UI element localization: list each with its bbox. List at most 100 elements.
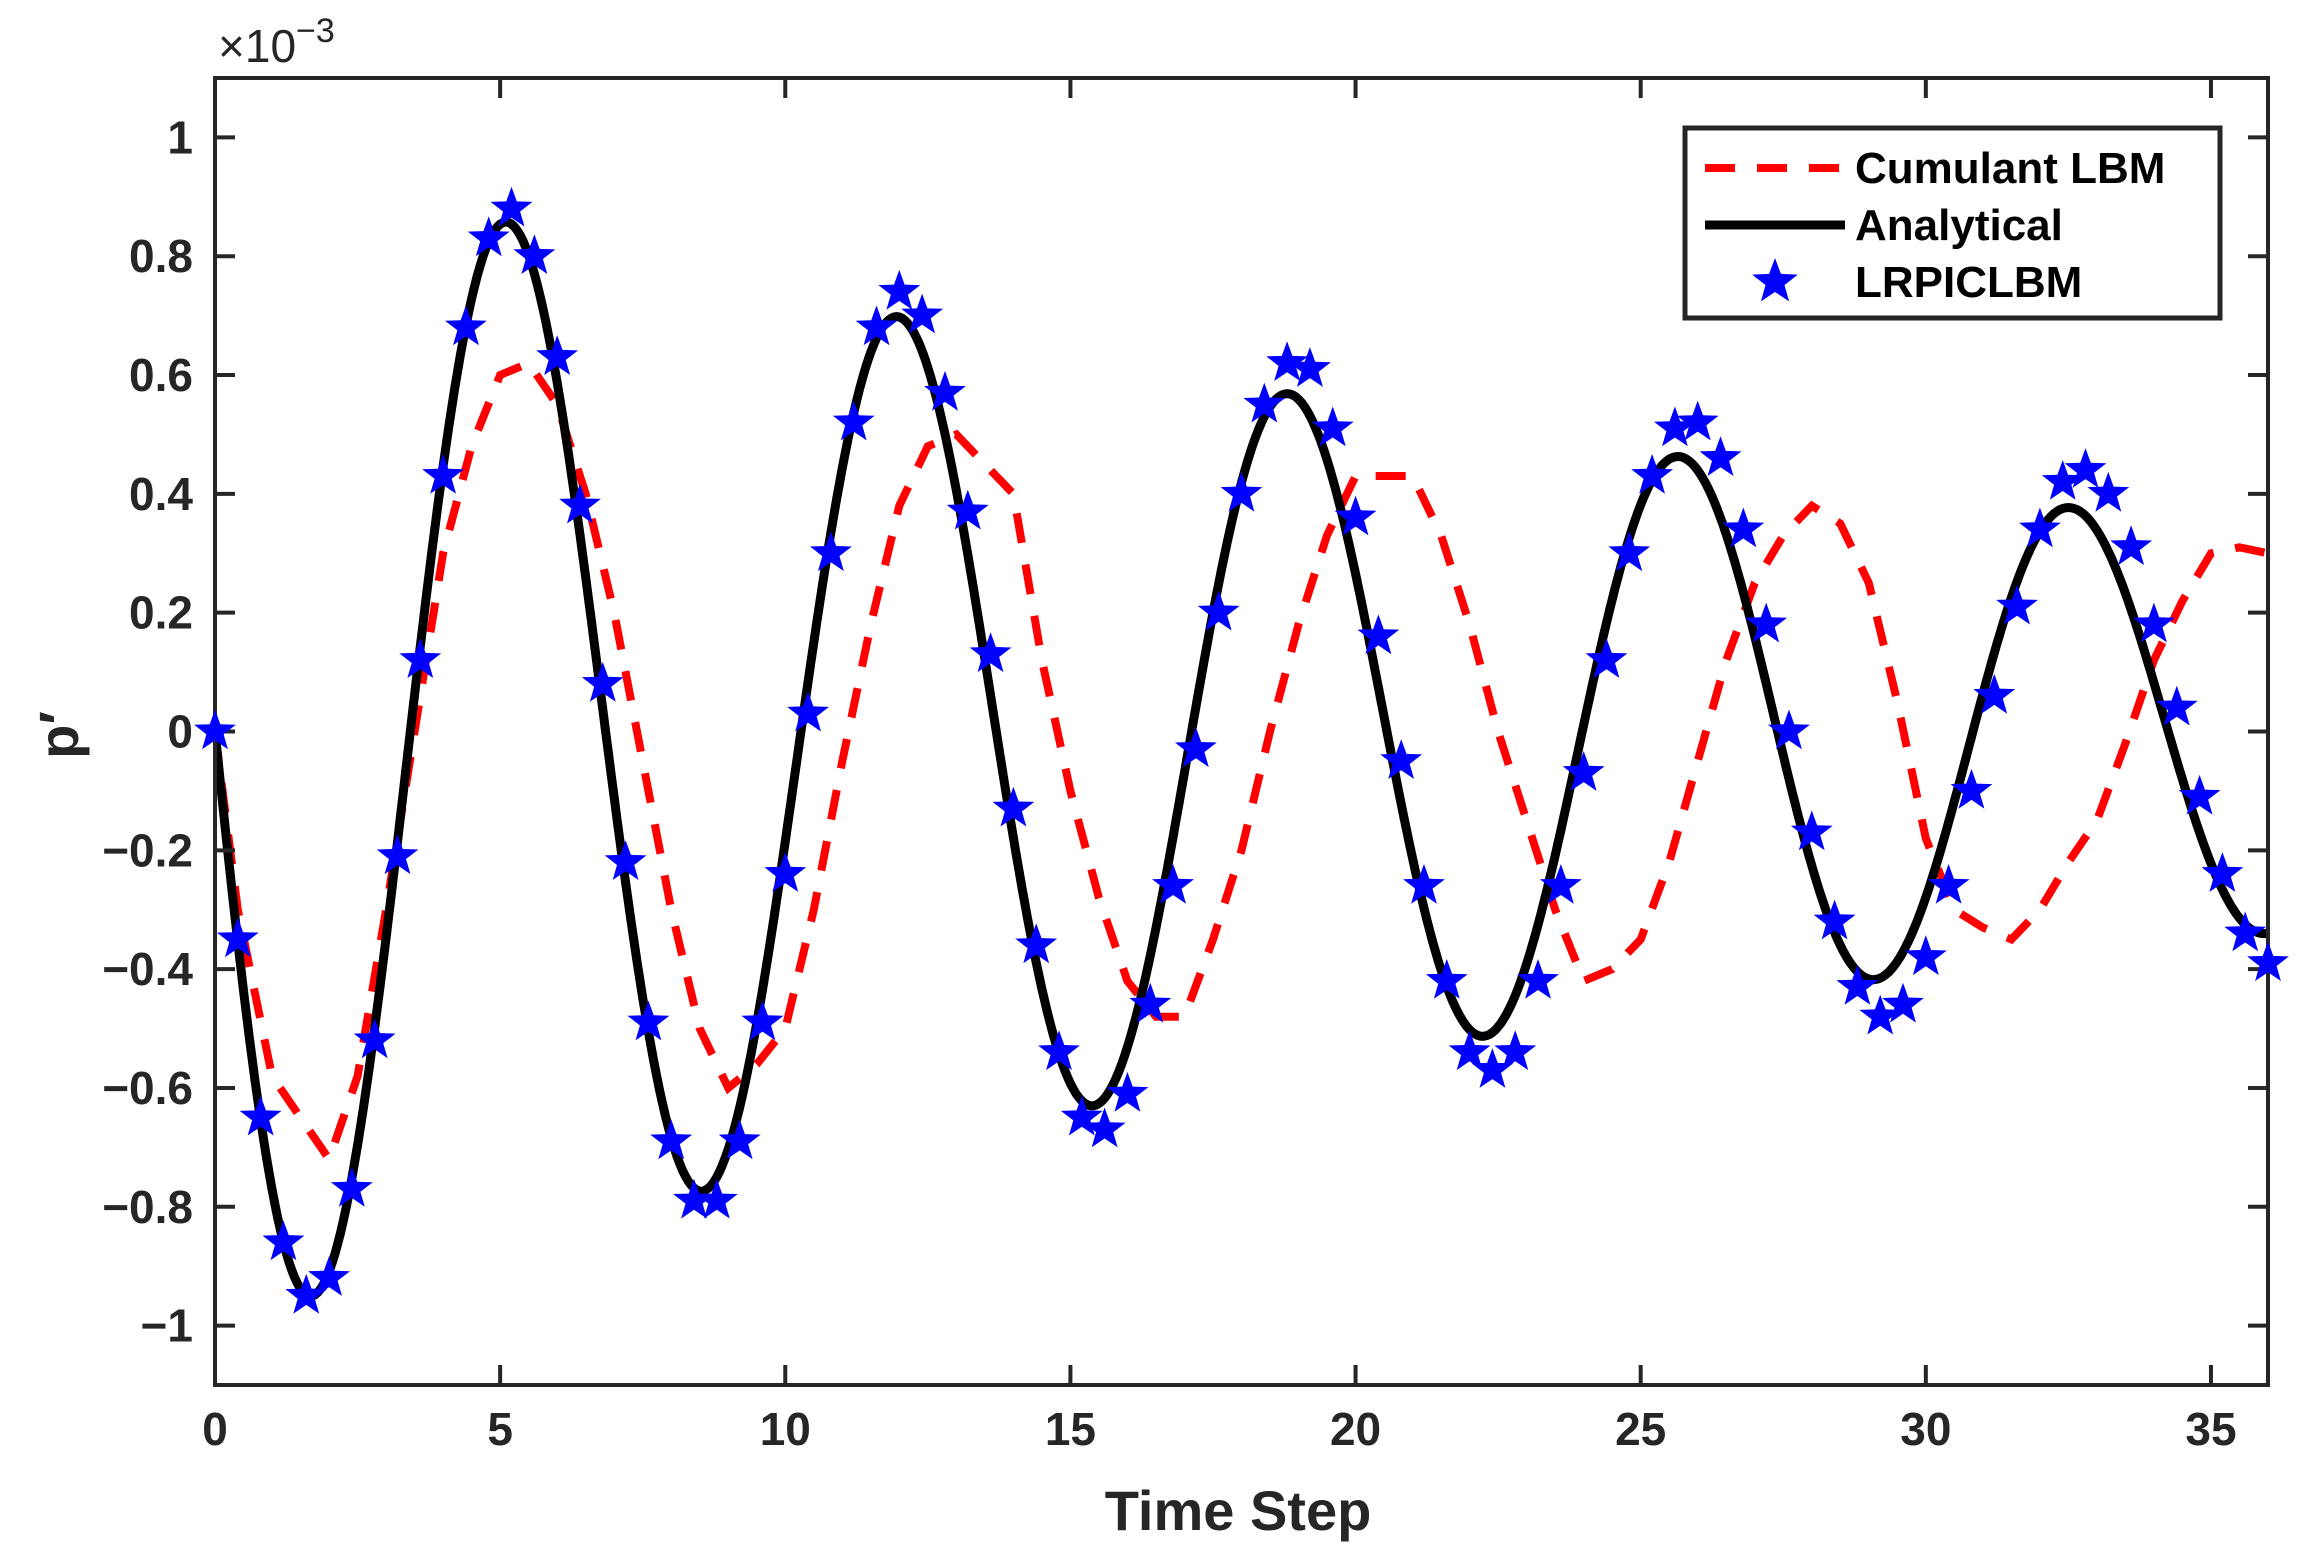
data-point-lrpiclbm xyxy=(262,1220,305,1261)
data-point-lrpiclbm xyxy=(1768,709,1810,750)
x-axis-title: Time Step xyxy=(1105,1479,1372,1542)
data-point-lrpiclbm xyxy=(1038,1030,1080,1071)
data-point-lrpiclbm xyxy=(2041,460,2084,500)
data-point-lrpiclbm xyxy=(1950,768,1993,809)
data-point-lrpiclbm xyxy=(627,1000,670,1041)
data-point-lrpiclbm xyxy=(2201,852,2244,892)
data-point-lrpiclbm xyxy=(673,1178,715,1219)
data-point-lrpiclbm xyxy=(1813,899,1856,940)
data-point-lrpiclbm xyxy=(1836,965,1879,1005)
data-point-lrpiclbm xyxy=(1243,382,1286,423)
data-point-lrpiclbm xyxy=(2064,448,2107,488)
data-point-lrpiclbm xyxy=(2133,602,2175,643)
data-point-lrpiclbm xyxy=(1585,638,1628,678)
x-tick-label: 30 xyxy=(1900,1403,1951,1455)
data-point-lrpiclbm xyxy=(2087,471,2130,512)
data-point-lrpiclbm xyxy=(832,400,875,441)
y-axis-exponent-base: ×10 xyxy=(218,20,296,72)
x-tick-label: 5 xyxy=(487,1403,513,1455)
data-point-lrpiclbm xyxy=(1882,982,1924,1023)
data-point-lrpiclbm xyxy=(2019,507,2061,548)
data-point-lrpiclbm xyxy=(2247,941,2289,981)
y-tick-label: 0 xyxy=(167,706,193,758)
data-point-lrpiclbm xyxy=(718,1119,761,1160)
data-point-lrpiclbm xyxy=(467,216,510,257)
y-axis-exponent-power: −3 xyxy=(296,12,335,50)
data-point-lrpiclbm xyxy=(194,709,236,750)
y-tick-label: 0.6 xyxy=(129,349,193,401)
data-point-lrpiclbm xyxy=(1654,406,1696,447)
y-tick-label: 0.2 xyxy=(129,587,193,639)
data-point-lrpiclbm xyxy=(216,917,259,958)
data-point-lrpiclbm xyxy=(1357,614,1400,655)
y-tick-label: 0.4 xyxy=(129,468,193,520)
data-point-lrpiclbm xyxy=(695,1178,738,1219)
data-point-lrpiclbm xyxy=(1380,739,1423,779)
data-point-lrpiclbm xyxy=(1220,471,1263,512)
data-point-lrpiclbm xyxy=(1790,810,1833,851)
data-point-lrpiclbm xyxy=(1266,341,1308,381)
data-point-lrpiclbm xyxy=(1083,1107,1126,1148)
data-point-lrpiclbm xyxy=(1904,935,1947,976)
data-point-lrpiclbm xyxy=(1494,1030,1537,1071)
data-point-lrpiclbm xyxy=(2110,525,2153,566)
data-point-lrpiclbm xyxy=(2155,685,2198,726)
data-point-lrpiclbm xyxy=(650,1119,693,1160)
data-point-lrpiclbm xyxy=(1471,1048,1514,1088)
data-point-lrpiclbm xyxy=(878,269,921,310)
data-point-lrpiclbm xyxy=(764,852,807,892)
y-axis-title: p′ xyxy=(27,711,90,759)
data-point-lrpiclbm xyxy=(901,293,944,334)
data-point-lrpiclbm xyxy=(1517,959,1559,999)
y-tick-label: 0.8 xyxy=(129,230,193,282)
data-point-lrpiclbm xyxy=(1562,751,1605,791)
data-point-lrpiclbm xyxy=(1060,1095,1103,1136)
legend-label: Analytical xyxy=(1855,201,2063,250)
data-point-lrpiclbm xyxy=(513,234,556,274)
data-point-lrpiclbm xyxy=(330,1167,373,1207)
data-point-lrpiclbm xyxy=(581,662,624,702)
data-point-lrpiclbm xyxy=(1996,584,2038,625)
data-point-lrpiclbm xyxy=(1539,864,1582,904)
data-point-lrpiclbm xyxy=(445,305,487,346)
y-axis-exponent: ×10−3 xyxy=(218,12,335,72)
data-point-lrpiclbm xyxy=(946,489,989,530)
data-point-lrpiclbm xyxy=(1699,436,1742,476)
y-tick-label: 1 xyxy=(167,111,193,163)
y-tick-label: −0.2 xyxy=(102,824,193,876)
data-point-lrpiclbm xyxy=(1152,864,1194,904)
x-tick-label: 0 xyxy=(202,1403,228,1455)
data-point-lrpiclbm xyxy=(1448,1030,1491,1071)
data-point-lrpiclbm xyxy=(1289,347,1331,387)
legend: Cumulant LBM Analytical LRPICLBM xyxy=(1682,125,2223,321)
data-point-lrpiclbm xyxy=(1311,406,1354,447)
x-tick-label: 20 xyxy=(1330,1403,1381,1455)
data-point-lrpiclbm xyxy=(2224,911,2267,952)
y-tick-label: −0.6 xyxy=(102,1062,193,1114)
x-tick-label: 35 xyxy=(2185,1403,2236,1455)
data-point-lrpiclbm xyxy=(787,691,829,732)
data-point-lrpiclbm xyxy=(1927,864,1970,904)
axes: 0 5 10 15 20 25 30 35 −1 −0.8 −0.6 −0.4 −0.2 0 0.2 0.4 0… xyxy=(102,76,2270,1455)
data-point-lrpiclbm xyxy=(1106,1071,1149,1112)
data-point-lrpiclbm xyxy=(1745,602,1788,643)
data-point-lrpiclbm xyxy=(1425,959,1468,999)
data-point-lrpiclbm xyxy=(490,186,533,227)
data-point-lrpiclbm xyxy=(1334,495,1377,536)
data-point-lrpiclbm xyxy=(1403,864,1445,904)
data-point-lrpiclbm xyxy=(969,632,1012,673)
data-point-lrpiclbm xyxy=(1197,590,1240,631)
data-point-lrpiclbm xyxy=(1722,507,1765,548)
data-point-lrpiclbm xyxy=(1631,454,1673,494)
y-tick-label: −0.4 xyxy=(102,943,193,995)
data-point-lrpiclbm xyxy=(924,370,966,411)
data-point-lrpiclbm xyxy=(1973,673,2016,714)
data-point-lrpiclbm xyxy=(399,638,442,678)
data-point-lrpiclbm xyxy=(308,1256,350,1296)
data-point-lrpiclbm xyxy=(2178,774,2221,815)
data-point-lrpiclbm xyxy=(604,840,647,880)
y-tick-label: −0.8 xyxy=(102,1181,193,1233)
y-tick-label: −1 xyxy=(141,1300,193,1352)
data-point-lrpiclbm xyxy=(285,1273,328,1314)
